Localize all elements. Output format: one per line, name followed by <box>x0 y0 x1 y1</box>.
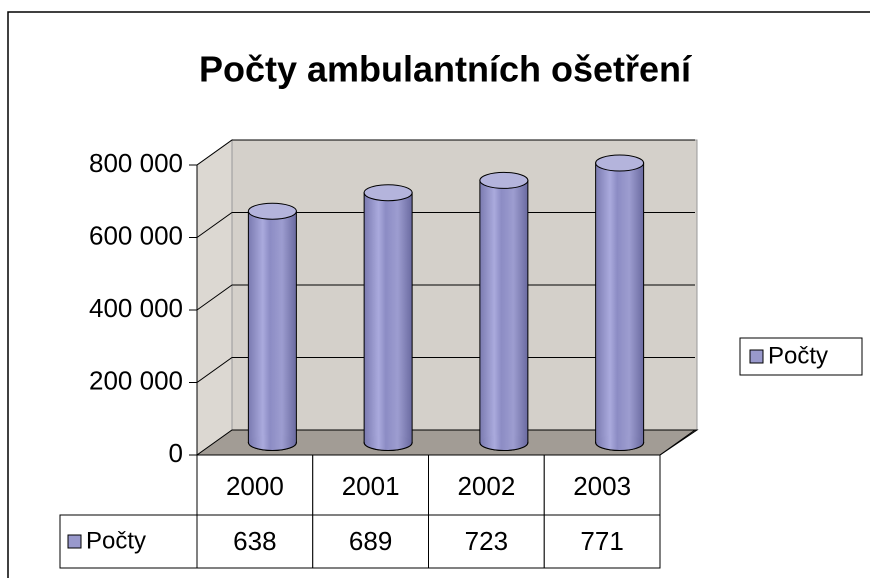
floor-edge <box>659 429 696 456</box>
grid-line <box>196 139 695 166</box>
table-value: 689 <box>349 526 392 556</box>
cylinder-top <box>247 202 297 220</box>
legend-label: Počty <box>768 342 828 369</box>
table-cell <box>543 454 661 516</box>
y-tick-label: 200 000 <box>89 365 183 395</box>
y-tick-label: 800 000 <box>89 148 183 178</box>
x-tick-label: 2002 <box>457 471 515 501</box>
cylinder-bottom-edge <box>479 442 529 451</box>
table-cell <box>59 514 198 569</box>
chart-title: Počty ambulantních ošetření <box>199 49 692 90</box>
cylinder-top <box>479 171 529 189</box>
bar <box>247 210 297 443</box>
bar <box>595 162 645 443</box>
grid-line <box>196 212 695 238</box>
chart-frame <box>7 11 870 578</box>
cylinder-bottom-cover <box>596 434 644 451</box>
table-cell <box>196 514 314 569</box>
bar <box>363 192 413 443</box>
y-tick-label: 600 000 <box>89 220 183 250</box>
x-tick-label: 2000 <box>226 471 284 501</box>
x-tick-label: 2001 <box>342 471 400 501</box>
cylinder-bottom-edge <box>595 442 645 451</box>
cylinder-bottom-edge <box>363 442 413 451</box>
cylinder-bottom-edge <box>247 442 297 451</box>
table-value: 638 <box>233 526 276 556</box>
grid-line <box>196 357 695 383</box>
y-tick-label: 0 <box>169 438 183 468</box>
table-cell <box>312 514 429 569</box>
table-row-label: Počty <box>86 527 146 554</box>
cylinder-bottom-cover <box>480 434 528 451</box>
grid-line <box>196 284 695 311</box>
table-cell <box>428 514 545 569</box>
x-tick-label: 2003 <box>573 471 631 501</box>
table-cell <box>312 454 429 516</box>
y-tick-label: 400 000 <box>89 293 183 323</box>
table-value: 723 <box>465 526 508 556</box>
table-cell <box>196 454 314 516</box>
legend-swatch <box>749 349 764 364</box>
cylinder-top <box>595 154 645 172</box>
bar <box>479 179 529 443</box>
table-swatch <box>67 534 82 549</box>
table-cell <box>428 454 545 516</box>
legend <box>739 337 863 376</box>
cylinder-bottom-cover <box>364 434 412 451</box>
table-cell <box>543 514 661 569</box>
table-value: 771 <box>580 526 623 556</box>
cylinder-bottom-cover <box>248 434 296 451</box>
cylinder-top <box>363 184 413 202</box>
